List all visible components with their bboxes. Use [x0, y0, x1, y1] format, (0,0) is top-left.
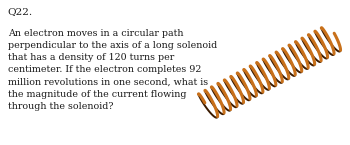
Text: An electron moves in a circular path
perpendicular to the axis of a long solenoi: An electron moves in a circular path per… — [8, 29, 217, 111]
Text: Q22.: Q22. — [8, 7, 33, 16]
